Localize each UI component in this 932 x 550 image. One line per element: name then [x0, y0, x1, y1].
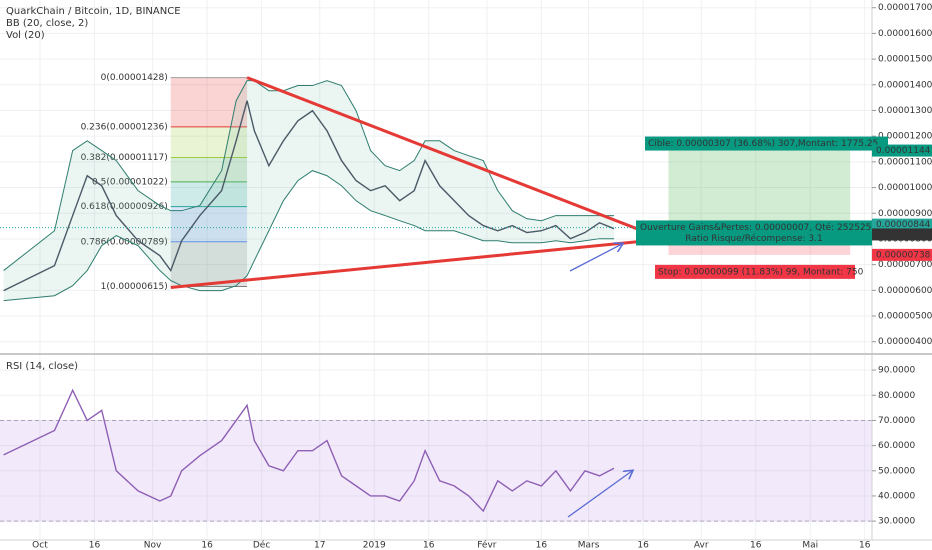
price-tag-label: 0.00000837 — [876, 230, 930, 240]
chart-title: QuarkChain / Bitcoin, 1D, BINANCE — [6, 6, 181, 17]
rsi-band — [0, 420, 872, 522]
label-box — [645, 136, 888, 151]
fib-zone — [170, 126, 248, 158]
price-tag — [872, 218, 932, 231]
entry-label: Ouverture Gains&Pertes: 0.00000007, Qté:… — [640, 222, 883, 233]
price-tag-label: 0.00000738 — [876, 250, 931, 260]
y-tick-label: 0.00000900 — [878, 209, 932, 219]
fib-label: 0(0.00001428) — [101, 73, 168, 83]
y-tick-label: 50.0000 — [878, 466, 915, 476]
label-box — [655, 264, 855, 279]
fib-zone — [170, 241, 248, 287]
arrow — [569, 244, 622, 272]
price-tag — [872, 228, 932, 241]
x-tick-label: Mai — [802, 541, 818, 550]
fib-label: 0.5(0.00001022) — [92, 177, 168, 187]
x-tick-label: 16 — [637, 541, 649, 550]
price-tag-label: 0.00000844 — [876, 220, 931, 230]
trendline — [170, 240, 640, 290]
x-tick-label: Oct — [32, 541, 48, 550]
series-line — [3, 388, 615, 513]
fib-label: 0.786(0.00000789) — [81, 237, 168, 247]
y-tick-label: 0.00000500 — [878, 312, 932, 322]
x-tick-label: 16 — [89, 541, 101, 550]
y-tick-label: 0.00001300 — [878, 106, 932, 116]
arrow — [567, 471, 632, 518]
price-tag — [872, 248, 932, 261]
indicator-label: Vol (20) — [6, 30, 45, 41]
trendline — [246, 76, 641, 232]
series-line — [3, 100, 615, 292]
x-tick-label: Nov — [144, 541, 162, 550]
x-tick-label: 2019 — [363, 541, 386, 550]
y-tick-label: 90.0000 — [878, 366, 915, 376]
x-tick-label: Mars — [578, 541, 600, 550]
target-label: Cible: 0.00000307 (36.68%) 307,Montant: … — [648, 139, 878, 149]
y-tick-label: 0.00001000 — [878, 183, 932, 193]
y-tick-label: 0.00000700 — [878, 260, 932, 270]
y-tick-label: 40.0000 — [878, 491, 915, 501]
fib-label: 0.382(0.00001117) — [81, 153, 168, 163]
label-box — [636, 220, 872, 246]
fib-zone — [170, 157, 248, 182]
fib-label: 1(0.00000615) — [101, 282, 168, 292]
y-tick-label: 0.00000600 — [878, 286, 932, 296]
y-tick-label: 0.00001600 — [878, 29, 932, 39]
x-tick-label: Avr — [694, 541, 709, 550]
y-tick-label: 0.00001100 — [878, 157, 932, 167]
fib-zone — [170, 77, 248, 127]
price-tag — [872, 144, 932, 157]
profit-zone — [668, 150, 851, 230]
y-tick-label: 0.00001700 — [878, 3, 932, 13]
series-line — [3, 80, 615, 271]
x-tick-label: 16 — [859, 541, 871, 550]
x-tick-label: Févr — [477, 540, 497, 550]
x-tick-label: 17 — [314, 541, 325, 550]
x-tick-label: 16 — [201, 541, 213, 550]
stop-label: Stop: 0.00000099 (11.83%) 99, Montant: 7… — [658, 267, 864, 277]
y-tick-label: 60.0000 — [878, 441, 915, 451]
indicator-label: RSI (14, close) — [6, 361, 78, 372]
fib-zone — [170, 206, 248, 242]
x-tick-label: 16 — [423, 541, 435, 550]
y-tick-label: 80.0000 — [878, 391, 915, 401]
y-tick-label: 0.00000400 — [878, 337, 932, 347]
fib-label: 0.618(0.00000926) — [81, 202, 168, 212]
x-tick-label: 16 — [536, 541, 548, 550]
y-tick-label: 0.00001500 — [878, 55, 932, 65]
y-tick-label: 30.0000 — [878, 517, 915, 527]
series-line — [3, 170, 615, 302]
price-tag-label: 0.00001144 — [876, 146, 931, 156]
y-tick-label: 0.00001200 — [878, 132, 932, 142]
x-tick-label: 16 — [750, 541, 762, 550]
y-tick-label: 70.0000 — [878, 416, 915, 426]
fib-zone — [170, 181, 248, 207]
band-fill — [3, 80, 615, 301]
fib-label: 0.236(0.00001236) — [81, 122, 168, 132]
ratio-label: Ratio Risque/Récompense: 3.1 — [685, 233, 822, 244]
y-tick-label: 0.00001400 — [878, 80, 932, 90]
indicator-label: BB (20, close, 2) — [6, 18, 88, 29]
x-tick-label: Déc — [253, 540, 270, 550]
